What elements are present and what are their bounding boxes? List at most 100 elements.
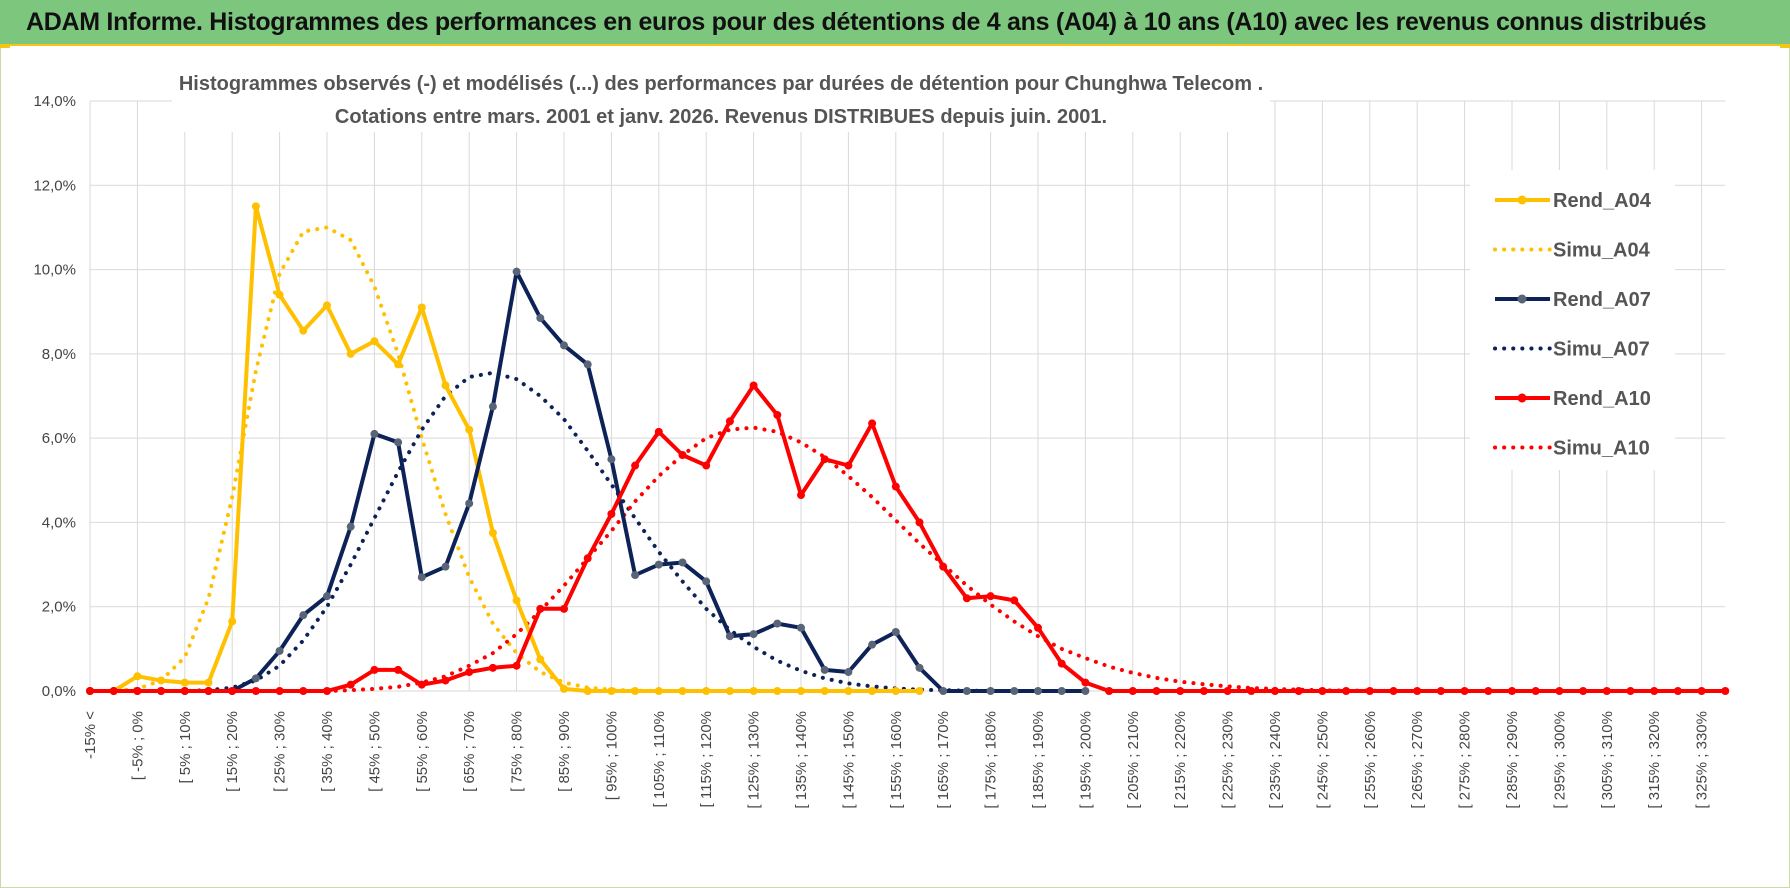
x-tick-label: [ 325% ; 330% — [1694, 711, 1711, 809]
data-point — [678, 451, 687, 459]
data-point — [228, 687, 237, 695]
data-point — [1531, 687, 1540, 695]
legend-label: Simu_A04 — [1553, 240, 1651, 262]
data-point — [939, 562, 948, 571]
rend-a10-line — [90, 383, 1726, 693]
x-tick-label: [ 15% ; 20% — [224, 711, 241, 792]
data-point — [1460, 687, 1469, 695]
data-point — [1342, 687, 1351, 695]
data-point — [157, 676, 166, 685]
x-tick-label: [ 305% ; 310% — [1599, 711, 1616, 809]
data-point — [962, 687, 971, 695]
data-point — [323, 592, 331, 601]
x-tick-label: [ 215% ; 220% — [1172, 711, 1189, 809]
chart-subtitle: Cotations entre mars. 2001 et janv. 2026… — [335, 106, 1107, 128]
data-point — [583, 554, 592, 563]
data-point — [1579, 687, 1588, 695]
data-point — [346, 680, 355, 689]
data-point — [654, 427, 663, 436]
x-tick-label: [ 95% ; 100% — [603, 711, 620, 800]
data-point — [465, 668, 474, 677]
data-point — [512, 267, 521, 276]
x-tick-label: [ 45% ; 50% — [366, 711, 383, 792]
data-point — [560, 604, 568, 613]
data-point — [560, 684, 568, 693]
data-point — [1508, 687, 1516, 695]
data-point — [86, 687, 94, 695]
data-point — [109, 687, 118, 695]
data-point — [1247, 687, 1256, 695]
data-point — [180, 678, 189, 687]
data-point — [773, 687, 782, 695]
legend-marker — [1517, 294, 1527, 304]
data-point — [417, 573, 426, 582]
legend-label: Simu_A10 — [1553, 438, 1650, 460]
data-point — [797, 687, 805, 695]
data-point — [441, 676, 450, 685]
chart-series — [86, 202, 1730, 695]
data-point — [583, 687, 592, 695]
y-tick-label: 4,0% — [42, 514, 76, 531]
x-tick-label: [ 195% ; 200% — [1077, 711, 1094, 809]
data-point — [631, 461, 640, 470]
x-tick-label: [ 315% ; 320% — [1646, 711, 1663, 809]
x-axis: -15% < [ -5% ; 0% [ 5% ; 10% [ 15% ; 20% [ 2… — [82, 711, 1711, 809]
data-point — [370, 665, 379, 674]
data-point — [441, 381, 450, 390]
x-tick-label: [ 255% ; 260% — [1362, 711, 1379, 809]
x-tick-label: [ 25% ; 30% — [272, 711, 289, 792]
data-point — [1484, 687, 1493, 695]
data-point — [512, 596, 521, 605]
data-point — [1294, 687, 1303, 695]
data-point — [394, 360, 403, 369]
x-tick-label: [ -5% ; 0% — [129, 711, 146, 780]
data-point — [346, 349, 355, 358]
data-point — [749, 381, 758, 390]
legend-marker — [1517, 195, 1527, 205]
data-point — [607, 687, 616, 695]
data-point — [1199, 687, 1208, 695]
x-tick-label: [ 5% ; 10% — [177, 711, 194, 784]
data-point — [1365, 687, 1374, 695]
legend-background — [1470, 170, 1675, 470]
legend: Rend_A04 Simu_A04 Rend_A07 Simu_A07 Rend_A10… — [1470, 170, 1675, 470]
data-point — [654, 560, 663, 569]
data-point — [536, 314, 545, 323]
data-point — [1555, 687, 1564, 695]
data-point — [654, 687, 663, 695]
x-tick-label: [ 295% ; 300% — [1551, 711, 1568, 809]
data-point — [820, 455, 829, 464]
x-tick-label: [ 135% ; 140% — [793, 711, 810, 809]
series-simu-a07 — [88, 370, 1088, 693]
report-banner: ADAM Informe. Histogrammes des performan… — [0, 0, 1790, 46]
data-point — [797, 623, 805, 632]
data-point — [891, 628, 900, 636]
data-point — [465, 425, 474, 434]
data-point — [1697, 687, 1706, 695]
x-tick-label: [ 285% ; 290% — [1504, 711, 1521, 809]
data-point — [204, 678, 213, 687]
x-tick-label: [ 165% ; 170% — [935, 711, 952, 809]
data-point — [275, 646, 284, 655]
x-tick-label: [ 155% ; 160% — [888, 711, 905, 809]
data-point — [299, 611, 308, 620]
data-point — [1128, 687, 1137, 695]
series-simu-a04 — [88, 225, 922, 693]
x-tick-label: [ 145% ; 150% — [840, 711, 857, 809]
data-point — [346, 522, 355, 531]
legend-marker — [1517, 393, 1527, 403]
data-point — [560, 341, 568, 350]
banner-right-marker — [1780, 44, 1790, 48]
simu-a07-line — [88, 370, 1088, 693]
chart-title-block: Histogrammes observés (-) et modélisés (… — [172, 66, 1270, 132]
data-point — [1034, 623, 1042, 632]
y-tick-label: 12,0% — [33, 177, 76, 194]
x-tick-label: [ 115% ; 120% — [698, 711, 715, 807]
series-rend-a04 — [86, 202, 924, 695]
data-point — [844, 687, 853, 695]
data-point — [1602, 687, 1611, 695]
data-point — [1057, 659, 1066, 668]
y-tick-label: 2,0% — [42, 599, 76, 616]
y-tick-label: 8,0% — [42, 346, 76, 363]
